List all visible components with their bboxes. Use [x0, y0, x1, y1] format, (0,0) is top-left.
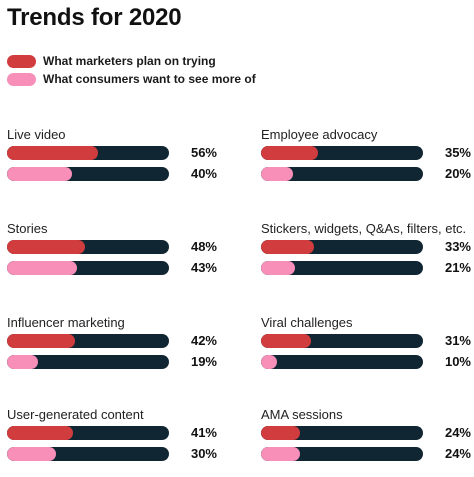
bar-row-marketers: 31% — [261, 333, 471, 348]
value-label: 42% — [190, 333, 217, 348]
value-label: 48% — [190, 239, 217, 254]
legend-item-consumers: What consumers want to see more of — [7, 72, 256, 86]
bar-row-consumers: 30% — [7, 446, 217, 461]
category-panel-stories: Stories 48% 43% — [7, 221, 217, 287]
value-label: 10% — [444, 354, 471, 369]
bar-fill-consumers — [261, 355, 277, 369]
value-label: 43% — [190, 260, 217, 275]
category-label: AMA sessions — [261, 407, 343, 422]
bar-track — [261, 355, 423, 369]
value-label: 21% — [444, 260, 471, 275]
legend-swatch-marketers — [7, 54, 36, 68]
category-panel-user-generated-content: User-generated content 41% 30% — [7, 407, 217, 473]
category-label: Influencer marketing — [7, 315, 125, 330]
category-label: User-generated content — [7, 407, 144, 422]
bar-track — [261, 426, 423, 440]
value-label: 35% — [444, 145, 471, 160]
bar-fill-marketers — [7, 146, 98, 160]
bar-row-consumers: 40% — [7, 166, 217, 181]
bar-fill-consumers — [7, 355, 38, 369]
category-panel-employee-advocacy: Employee advocacy 35% 20% — [261, 127, 471, 193]
category-label: Stickers, widgets, Q&As, filters, etc. — [261, 221, 467, 236]
bar-row-consumers: 10% — [261, 354, 471, 369]
value-label: 19% — [190, 354, 217, 369]
legend-label-consumers: What consumers want to see more of — [43, 72, 256, 86]
bar-track — [261, 167, 423, 181]
value-label: 41% — [190, 425, 217, 440]
value-label: 24% — [444, 425, 471, 440]
bar-track — [261, 146, 423, 160]
bar-fill-marketers — [261, 334, 311, 348]
category-panel-ama-sessions: AMA sessions 24% 24% — [261, 407, 471, 473]
bar-row-marketers: 33% — [261, 239, 471, 254]
bar-row-consumers: 20% — [261, 166, 471, 181]
bar-fill-consumers — [261, 167, 293, 181]
legend-label-marketers: What marketers plan on trying — [43, 54, 216, 68]
bar-track — [7, 447, 169, 461]
category-label: Stories — [7, 221, 48, 236]
bar-fill-consumers — [7, 167, 72, 181]
category-panel-live-video: Live video 56% 40% — [7, 127, 217, 193]
bar-track — [7, 240, 169, 254]
bar-fill-consumers — [7, 447, 56, 461]
bar-row-marketers: 41% — [7, 425, 217, 440]
bar-track — [261, 261, 423, 275]
bar-track — [7, 426, 169, 440]
value-label: 20% — [444, 166, 471, 181]
bar-fill-marketers — [261, 426, 300, 440]
value-label: 33% — [444, 239, 471, 254]
bar-track — [7, 334, 169, 348]
bar-fill-marketers — [261, 240, 314, 254]
category-label: Live video — [7, 127, 66, 142]
value-label: 40% — [190, 166, 217, 181]
bar-track — [261, 240, 423, 254]
bar-fill-consumers — [261, 447, 300, 461]
bar-row-marketers: 56% — [7, 145, 217, 160]
category-panel-influencer-marketing: Influencer marketing 42% 19% — [7, 315, 217, 381]
bar-track — [7, 167, 169, 181]
category-label: Employee advocacy — [261, 127, 378, 142]
bar-fill-marketers — [7, 426, 73, 440]
bar-fill-consumers — [7, 261, 77, 275]
legend-swatch-consumers — [7, 72, 36, 86]
bar-row-consumers: 24% — [261, 446, 471, 461]
bar-row-consumers: 21% — [261, 260, 471, 275]
value-label: 31% — [444, 333, 471, 348]
bar-track — [7, 355, 169, 369]
legend-item-marketers: What marketers plan on trying — [7, 54, 216, 68]
bar-track — [7, 146, 169, 160]
bar-track — [7, 261, 169, 275]
bar-row-marketers: 48% — [7, 239, 217, 254]
bar-row-marketers: 35% — [261, 145, 471, 160]
category-panel-stickers-widgets-q-as-filters-etc: Stickers, widgets, Q&As, filters, etc. 33… — [261, 221, 471, 287]
bar-fill-marketers — [261, 146, 318, 160]
bar-track — [261, 447, 423, 461]
bar-row-consumers: 19% — [7, 354, 217, 369]
bar-row-marketers: 24% — [261, 425, 471, 440]
bar-track — [261, 334, 423, 348]
value-label: 56% — [190, 145, 217, 160]
bar-row-consumers: 43% — [7, 260, 217, 275]
category-label: Viral challenges — [261, 315, 353, 330]
bar-fill-marketers — [7, 334, 75, 348]
bar-fill-marketers — [7, 240, 85, 254]
bar-fill-consumers — [261, 261, 295, 275]
bar-row-marketers: 42% — [7, 333, 217, 348]
category-panel-viral-challenges: Viral challenges 31% 10% — [261, 315, 471, 381]
value-label: 24% — [444, 446, 471, 461]
chart-title: Trends for 2020 — [7, 4, 182, 31]
value-label: 30% — [190, 446, 217, 461]
